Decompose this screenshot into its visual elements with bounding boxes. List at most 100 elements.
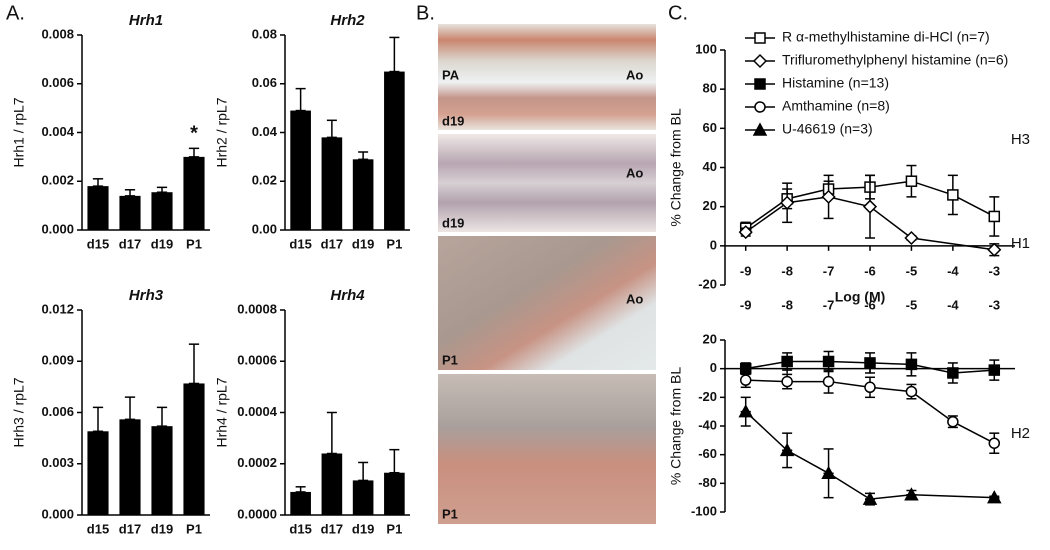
marker <box>738 404 753 418</box>
bar <box>183 383 205 515</box>
y-axis-label: Hrh3 / rpL7 <box>11 377 27 447</box>
marker <box>988 437 1001 449</box>
bar <box>321 137 343 230</box>
x-tick-label: P1 <box>386 521 402 536</box>
annotation: H2 <box>1011 425 1030 442</box>
x-tick-label: -6 <box>864 297 876 312</box>
bar <box>384 472 405 515</box>
y-tick-label: -60 <box>698 446 717 461</box>
y-tick-label: -100 <box>691 503 717 518</box>
x-tick-label: P1 <box>186 521 202 536</box>
y-tick-label: -20 <box>698 389 717 404</box>
y-tick-label: 40 <box>703 159 717 174</box>
image-label: Ao <box>626 165 643 180</box>
histology-image <box>438 24 656 130</box>
y-tick-label: 0.009 <box>41 353 74 368</box>
annotation: * <box>190 123 198 145</box>
bar <box>151 426 173 515</box>
panel-label: C. <box>668 2 688 24</box>
marker <box>739 374 752 386</box>
legend-label: Amthamine (n=8) <box>782 98 890 114</box>
marker <box>821 465 836 480</box>
y-tick-label: 0.008 <box>41 26 74 41</box>
bar <box>321 453 343 515</box>
x-tick-label: -7 <box>823 297 835 312</box>
marker <box>904 487 919 501</box>
x-tick-label: -3 <box>989 297 1001 312</box>
x-tick-label: d17 <box>119 521 141 536</box>
y-tick-label: 0.08 <box>252 26 277 41</box>
y-tick-label: 0.00 <box>252 221 277 236</box>
y-tick-label: 0.012 <box>41 301 74 316</box>
y-axis-label: Hrh2 / rpL7 <box>214 97 230 167</box>
annotation: H3 <box>1011 131 1030 148</box>
marker <box>988 364 1001 376</box>
image-label: P1 <box>442 506 458 521</box>
bar <box>290 110 311 230</box>
bar <box>87 431 109 515</box>
y-axis-label: Hrh1 / rpL7 <box>11 97 27 167</box>
y-tick-label: 0.0008 <box>237 301 277 316</box>
chart-title: Hrh3 <box>129 287 164 304</box>
marker <box>752 53 768 69</box>
x-tick-label: -5 <box>906 297 918 312</box>
y-tick-label: 0.0000 <box>237 506 277 521</box>
marker <box>987 242 1002 257</box>
x-axis-label: Log (M) <box>835 289 886 305</box>
x-tick-label: -9 <box>740 263 752 278</box>
y-tick-label: 0.04 <box>252 124 278 139</box>
x-tick-label: -4 <box>947 297 959 312</box>
y-tick-label: 0.000 <box>41 506 74 521</box>
x-tick-label: -5 <box>906 263 918 278</box>
y-tick-label: 0.004 <box>41 124 74 139</box>
x-tick-label: -7 <box>823 263 835 278</box>
x-tick-label: -8 <box>781 297 793 312</box>
marker <box>862 491 878 505</box>
y-tick-label: -80 <box>698 475 717 490</box>
x-tick-label: d15 <box>87 236 109 251</box>
marker <box>947 415 959 428</box>
y-axis-label: % Change from BL <box>668 367 684 485</box>
bar <box>352 159 374 230</box>
image-label: Ao <box>626 291 643 306</box>
y-tick-label: 20 <box>703 198 717 213</box>
marker <box>905 175 918 187</box>
annotation: H1 <box>1011 235 1030 252</box>
y-tick-label: 0 <box>710 360 717 375</box>
marker <box>947 367 959 379</box>
bar <box>151 192 173 230</box>
image-label: d19 <box>442 113 464 128</box>
bar <box>384 71 405 230</box>
bar <box>119 419 141 515</box>
image-label: P1 <box>442 352 458 367</box>
series-line <box>745 196 995 251</box>
bar <box>87 186 109 230</box>
chart-title: Hrh4 <box>330 287 365 304</box>
marker <box>781 355 793 368</box>
y-tick-label: 80 <box>703 81 717 96</box>
histology-image <box>438 374 656 524</box>
y-tick-label: 0.000 <box>41 221 74 236</box>
marker <box>905 385 918 398</box>
marker <box>779 442 795 457</box>
histology-image <box>438 236 656 370</box>
marker <box>988 210 1001 223</box>
marker <box>864 381 876 394</box>
x-tick-label: d17 <box>119 236 141 251</box>
marker <box>864 357 876 369</box>
y-tick-label: 0.0002 <box>237 455 277 470</box>
marker <box>821 189 836 204</box>
x-tick-label: d19 <box>151 521 173 536</box>
bar <box>119 195 141 230</box>
y-tick-label: 0 <box>710 237 717 252</box>
legend-label: U-46619 (n=3) <box>782 121 873 137</box>
bar <box>183 156 205 230</box>
y-tick-label: 0.0004 <box>237 404 278 419</box>
marker <box>905 358 918 371</box>
x-tick-label: -3 <box>989 263 1001 278</box>
y-tick-label: 0.0006 <box>237 353 277 368</box>
marker <box>904 230 919 246</box>
bar <box>352 480 374 515</box>
marker <box>987 490 1002 504</box>
